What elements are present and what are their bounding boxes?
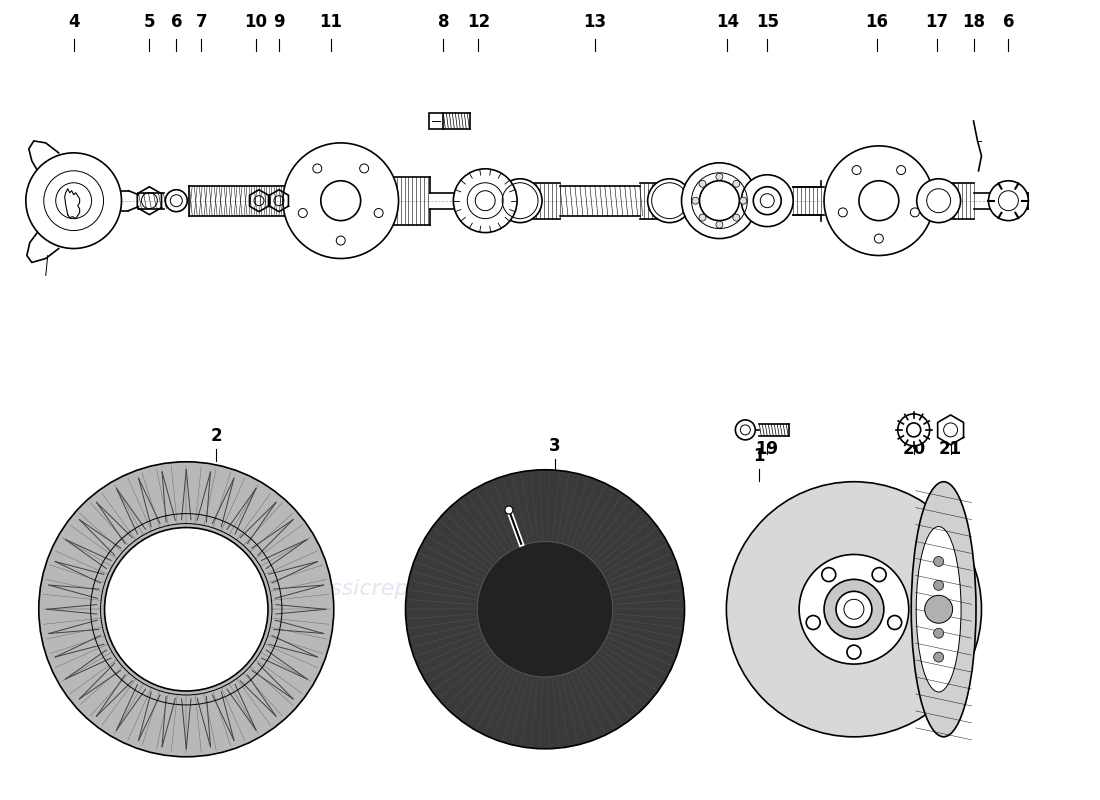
Circle shape	[505, 506, 513, 514]
Circle shape	[283, 143, 398, 258]
Circle shape	[716, 174, 723, 180]
Circle shape	[298, 209, 307, 218]
Circle shape	[477, 542, 613, 677]
Text: classicreproductions.eu: classicreproductions.eu	[299, 579, 562, 599]
Circle shape	[852, 166, 861, 174]
Text: 17: 17	[925, 14, 948, 31]
Text: 20: 20	[902, 440, 925, 458]
Circle shape	[934, 580, 944, 590]
Text: 13: 13	[583, 14, 606, 31]
Text: 14: 14	[716, 14, 739, 31]
Circle shape	[692, 198, 698, 204]
Circle shape	[911, 208, 920, 217]
Circle shape	[934, 604, 944, 614]
Circle shape	[453, 169, 517, 233]
Text: 18: 18	[962, 14, 984, 31]
Circle shape	[824, 579, 883, 639]
Circle shape	[888, 615, 902, 630]
Circle shape	[736, 420, 756, 440]
Circle shape	[836, 591, 872, 627]
Bar	[429, 113, 443, 129]
Circle shape	[104, 527, 268, 691]
Circle shape	[989, 181, 1028, 221]
Text: 10: 10	[244, 14, 267, 31]
Circle shape	[799, 554, 909, 664]
Circle shape	[726, 482, 981, 737]
Text: 15: 15	[756, 14, 779, 31]
Circle shape	[898, 414, 929, 446]
Text: 9: 9	[273, 14, 285, 31]
Circle shape	[934, 628, 944, 638]
Circle shape	[741, 174, 793, 226]
Circle shape	[822, 568, 836, 582]
Text: 16: 16	[866, 14, 889, 31]
Circle shape	[25, 153, 121, 249]
Text: 7: 7	[196, 14, 207, 31]
Circle shape	[934, 557, 944, 566]
Circle shape	[733, 180, 740, 187]
Circle shape	[39, 462, 333, 757]
Text: 21: 21	[939, 440, 962, 458]
Circle shape	[806, 615, 821, 630]
Ellipse shape	[916, 526, 961, 692]
Circle shape	[824, 146, 934, 255]
Text: 1: 1	[754, 446, 764, 465]
Circle shape	[872, 568, 887, 582]
Circle shape	[896, 166, 905, 174]
Circle shape	[925, 595, 953, 623]
Text: 19: 19	[756, 440, 779, 458]
Text: 11: 11	[319, 14, 342, 31]
Circle shape	[733, 214, 740, 221]
Circle shape	[847, 645, 861, 659]
Circle shape	[716, 221, 723, 228]
Circle shape	[916, 178, 960, 222]
Text: 3: 3	[549, 437, 561, 455]
Ellipse shape	[911, 482, 976, 737]
Text: 6: 6	[1003, 14, 1014, 31]
Text: 8: 8	[438, 14, 449, 31]
Text: 5: 5	[144, 14, 155, 31]
Circle shape	[838, 208, 847, 217]
Circle shape	[698, 214, 706, 221]
Text: 2: 2	[210, 427, 222, 445]
Circle shape	[360, 164, 368, 173]
Text: 4: 4	[68, 14, 79, 31]
Text: 12: 12	[466, 14, 490, 31]
Circle shape	[498, 178, 542, 222]
Circle shape	[682, 163, 757, 238]
Circle shape	[312, 164, 322, 173]
Circle shape	[648, 178, 692, 222]
Circle shape	[406, 470, 684, 749]
Circle shape	[698, 180, 706, 187]
Circle shape	[740, 198, 747, 204]
Circle shape	[934, 652, 944, 662]
Text: 6: 6	[170, 14, 183, 31]
Circle shape	[874, 234, 883, 243]
Circle shape	[374, 209, 383, 218]
Circle shape	[337, 236, 345, 245]
Circle shape	[165, 190, 187, 212]
